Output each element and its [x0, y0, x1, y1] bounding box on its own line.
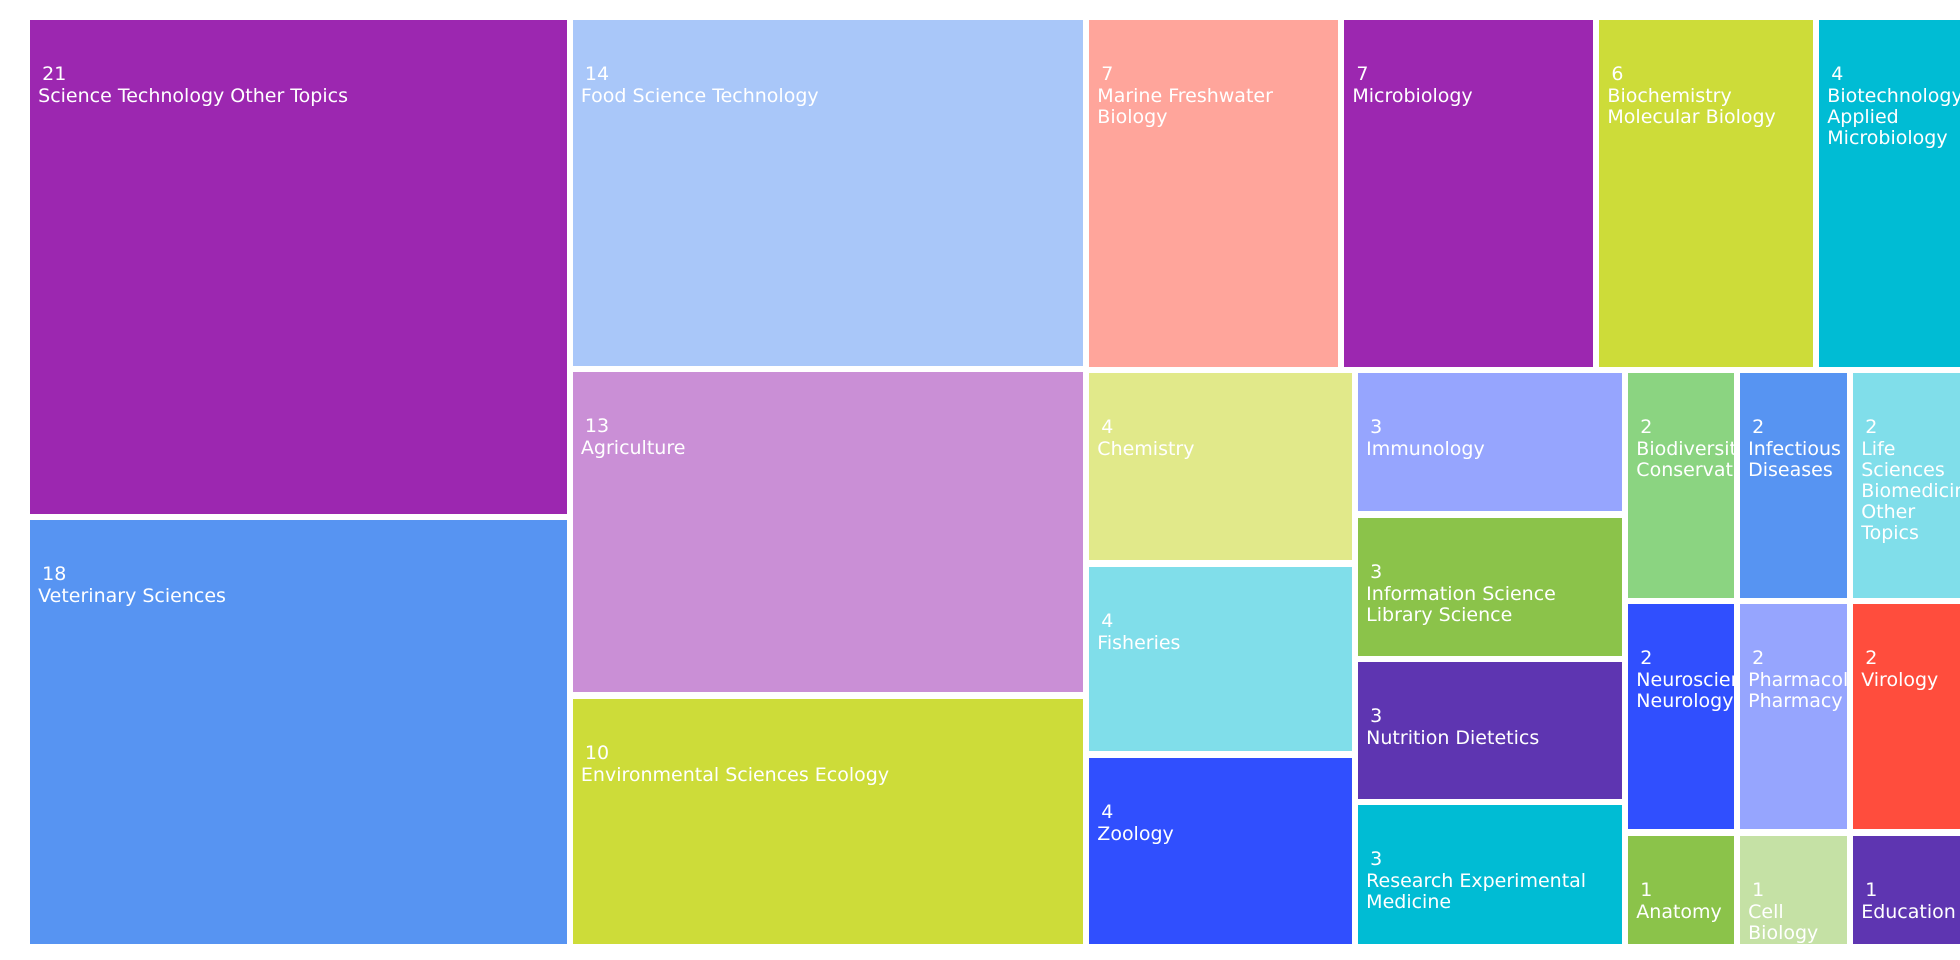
tile-label: Pharmacology Pharmacy	[1748, 669, 1847, 713]
tile-label: Infectious Diseases	[1748, 438, 1841, 482]
tile: 1 Education	[1853, 835, 1960, 944]
tile: 4 Chemistry	[1089, 373, 1352, 561]
tile: 21 Science Technology Other Topics	[30, 20, 567, 514]
tile-value: 14	[584, 63, 610, 86]
tile-label: Science Technology Other Topics	[38, 85, 348, 108]
tile-label: Zoology	[1097, 822, 1174, 845]
tile: 1 Cell Biology	[1740, 835, 1847, 944]
tile: 2Pharmacology Pharmacy	[1740, 604, 1847, 830]
tile-value: 3	[1370, 560, 1383, 583]
tile: 4 Fisheries	[1089, 566, 1352, 752]
tile-value: 7	[1356, 63, 1369, 86]
tile-label: Information Science Library Science	[1366, 582, 1556, 626]
tile-label: Neurosciences Neurology	[1636, 669, 1734, 713]
tile-label: Life Sciences Biomedicine Other Topics	[1861, 438, 1960, 545]
tile: 3 Information Science Library Science	[1358, 517, 1623, 656]
tile-value: 7	[1101, 63, 1114, 86]
tile: 2 Infectious Diseases	[1740, 373, 1847, 599]
tile-label: Veterinary Sciences	[38, 585, 226, 608]
tile-value: 4	[1101, 609, 1114, 632]
tile: 14 Food Science Technology	[572, 20, 1084, 366]
tile-value: 18	[42, 563, 67, 586]
tile-value: 3	[1370, 705, 1383, 728]
tile: 10 Environmental Sciences Ecology	[572, 698, 1084, 944]
tile-value: 6	[1611, 63, 1624, 86]
tile-label: Environmental Sciences Ecology	[580, 763, 890, 786]
tile-label: Education	[1861, 900, 1956, 923]
tile-value: 4	[1101, 416, 1114, 439]
tile-label: Microbiology	[1352, 85, 1473, 108]
tile-label: Virology	[1861, 669, 1939, 692]
tile-label: Research Experimental Medicine	[1366, 870, 1587, 914]
tile: 1 Anatomy	[1628, 835, 1734, 944]
tile-label: Food Science Technology	[580, 85, 819, 108]
tile-label: Biotechnology Applied Microbiology	[1827, 85, 1960, 150]
tile-label: Anatomy	[1636, 900, 1722, 923]
tile-value: 2	[1865, 647, 1878, 670]
tile: 2Neurosciences Neurology	[1628, 604, 1734, 830]
tile-label: Fisheries	[1097, 631, 1181, 654]
tile-value: 3	[1370, 848, 1383, 871]
tile-value: 4	[1831, 63, 1844, 86]
tile: 2Biodiversity Conservation	[1628, 373, 1734, 599]
tile: 7 Microbiology	[1344, 20, 1594, 367]
tile-label: Nutrition Dietetics	[1366, 727, 1540, 750]
tile: 13 Agriculture	[572, 371, 1084, 693]
tile-value: 1	[1640, 878, 1653, 901]
tile-value: 1	[1865, 878, 1878, 901]
tile-value: 3	[1370, 416, 1383, 439]
tile-label: Immunology	[1366, 438, 1485, 461]
tile: 6 Biochemistry Molecular Biology	[1599, 20, 1813, 367]
tile-value: 10	[584, 741, 610, 764]
tile: 18 Veterinary Sciences	[30, 520, 567, 944]
tile: 3 Immunology	[1358, 373, 1623, 512]
tile: 4 Biotechnology Applied Microbiology	[1819, 20, 1960, 367]
tile: 2 Virology	[1853, 604, 1960, 830]
tile-value: 2	[1752, 416, 1765, 439]
tile-label: Marine Freshwater Biology	[1097, 85, 1273, 129]
tile-value: 4	[1101, 800, 1114, 823]
tile-value: 1	[1752, 878, 1765, 901]
tile: 7 Marine Freshwater Biology	[1089, 20, 1339, 367]
tile: 3 Research Experimental Medicine	[1358, 805, 1623, 944]
tile-value: 2	[1865, 416, 1878, 439]
tile-label: Biodiversity Conservation	[1636, 438, 1734, 482]
tile-value: 13	[584, 414, 610, 437]
tile-label: Agriculture	[580, 436, 686, 459]
tile-value: 21	[42, 63, 67, 86]
tile-label: Chemistry	[1097, 438, 1195, 461]
tile-value: 2	[1640, 647, 1653, 670]
tile-label: Biochemistry Molecular Biology	[1607, 85, 1776, 129]
tile: 4 Zoology	[1089, 757, 1352, 944]
tile-label: Cell Biology	[1748, 900, 1819, 944]
tile-value: 2	[1752, 647, 1765, 670]
tile: 3 Nutrition Dietetics	[1358, 662, 1623, 800]
tile-value: 2	[1640, 416, 1653, 439]
